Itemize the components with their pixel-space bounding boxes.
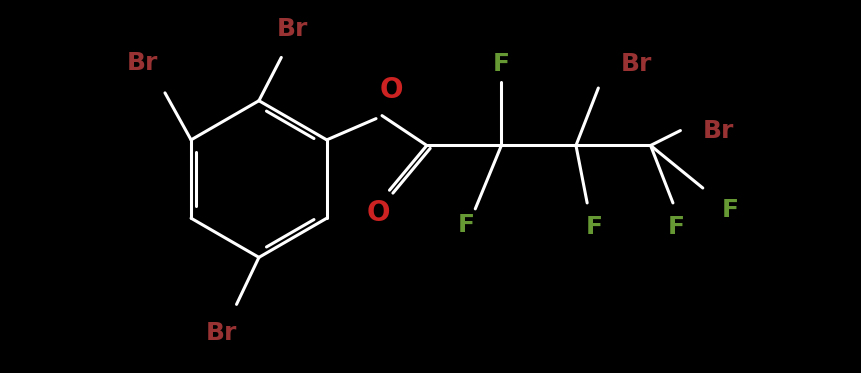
Text: F: F bbox=[492, 52, 510, 76]
Text: Br: Br bbox=[206, 321, 238, 345]
Text: F: F bbox=[722, 198, 739, 222]
Text: Br: Br bbox=[127, 51, 158, 75]
Text: Br: Br bbox=[703, 119, 734, 142]
Text: F: F bbox=[668, 215, 685, 239]
Text: O: O bbox=[367, 199, 390, 227]
Text: Br: Br bbox=[276, 17, 308, 41]
Text: F: F bbox=[458, 213, 474, 236]
Text: O: O bbox=[379, 76, 403, 104]
Text: Br: Br bbox=[621, 52, 652, 76]
Text: F: F bbox=[586, 215, 603, 239]
